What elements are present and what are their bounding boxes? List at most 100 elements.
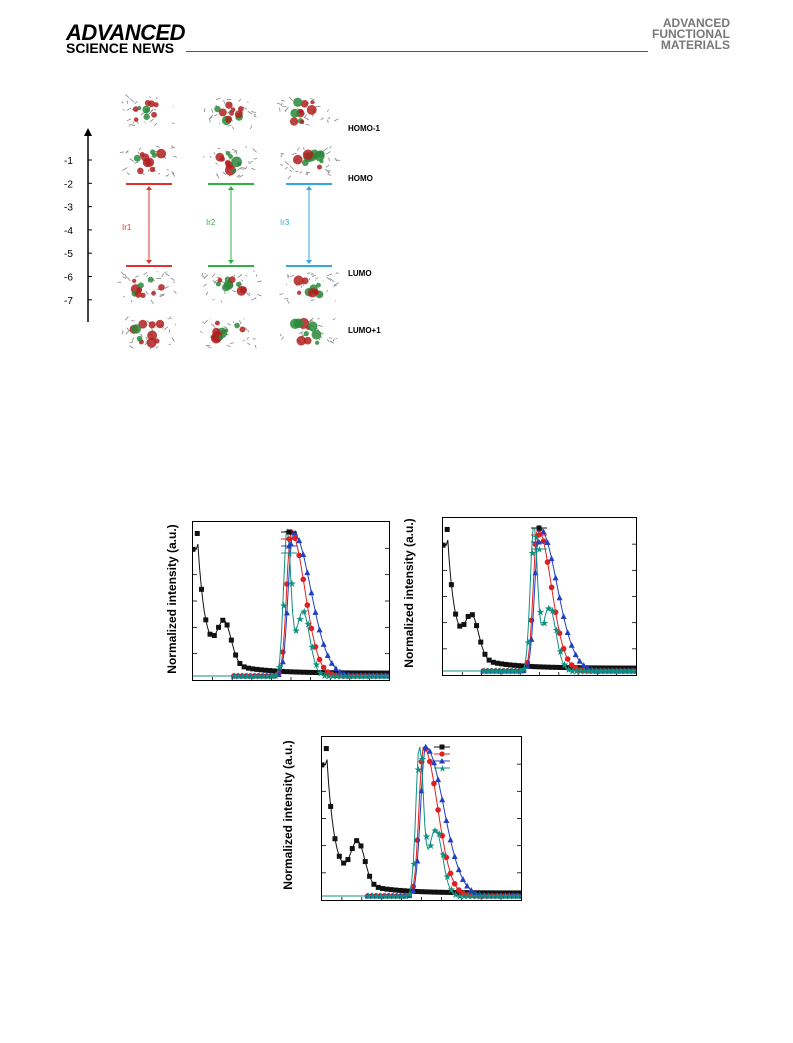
energy-tick-label: -6 [64, 273, 73, 284]
series-marker-teal: ★ [410, 859, 419, 870]
series-marker-teal: ★ [288, 579, 297, 590]
series-marker-black [625, 665, 631, 671]
series-marker-blue [328, 659, 335, 666]
series-marker-red [316, 656, 323, 663]
series-marker-red [548, 584, 555, 591]
series-marker-black [475, 890, 481, 896]
energy-axis-arrow [84, 128, 92, 136]
series-marker-teal: ★ [365, 672, 374, 681]
series-marker-teal: ★ [292, 626, 301, 637]
series-marker-black [520, 663, 526, 669]
series-marker-black [332, 836, 338, 842]
series-marker-teal: ★ [345, 672, 354, 681]
series-marker-teal: ★ [528, 549, 537, 560]
series-marker-teal: ★ [304, 620, 313, 631]
legend-marker-black [439, 744, 445, 750]
series-marker-black [479, 890, 485, 896]
series-marker-blue [556, 594, 563, 601]
series-marker-teal: ★ [386, 672, 390, 681]
series-marker-teal: ★ [496, 667, 505, 676]
series-marker-teal: ★ [230, 672, 239, 681]
series-marker-black [483, 890, 489, 896]
series-marker-black [360, 670, 366, 676]
series-marker-teal: ★ [447, 885, 456, 896]
series-marker-blue [552, 574, 559, 581]
spectrum-3-ylabel: Normalized intensity (a.u.) [281, 740, 295, 890]
series-marker-red [435, 807, 441, 813]
legend-marker-red [286, 536, 292, 542]
series-marker-teal: ★ [488, 892, 497, 901]
series-marker-blue [332, 665, 339, 672]
series-marker-black [457, 623, 463, 629]
series-marker-teal: ★ [406, 889, 415, 900]
series-marker-blue [484, 892, 491, 899]
series-marker-red [292, 535, 298, 542]
series-marker-black [314, 670, 320, 676]
series-line-black [193, 543, 389, 674]
series-marker-black [245, 665, 251, 671]
series-marker-teal: ★ [455, 891, 464, 900]
series-marker-teal: ★ [259, 672, 268, 681]
complex-label-ir2: Ir2 [206, 218, 216, 227]
series-marker-red [560, 645, 567, 652]
legend-marker-red [536, 532, 542, 538]
series-marker-black [495, 660, 501, 666]
series-marker-black [401, 888, 407, 894]
series-marker-black [503, 661, 509, 667]
series-marker-black [271, 668, 277, 674]
series-marker-teal: ★ [308, 642, 317, 653]
series-marker-teal: ★ [501, 892, 510, 901]
series-marker-teal: ★ [508, 667, 517, 676]
series-marker-teal: ★ [361, 672, 370, 681]
series-marker-black [228, 637, 234, 643]
spectrum-panel-2: ★★★★★★★★★★★★★★★★★★★★★★★★★★★★★★★★★★★★★★★★ [440, 517, 642, 678]
series-marker-teal: ★ [628, 667, 636, 676]
series-marker-blue [476, 891, 483, 897]
series-line-teal [322, 746, 521, 897]
series-marker-black [349, 846, 355, 852]
legend-marker-black [536, 525, 542, 531]
series-marker-teal: ★ [608, 667, 617, 676]
orbital-picture [121, 93, 175, 127]
legend-marker-red [439, 751, 445, 757]
series-marker-red [300, 576, 307, 583]
journal-logo-afm: ADVANCED FUNCTIONAL MATERIALS [650, 17, 730, 51]
series-marker-teal: ★ [247, 672, 256, 681]
series-marker-teal: ★ [552, 626, 561, 637]
orbital-picture [280, 317, 338, 346]
series-marker-black [414, 888, 420, 894]
gap-arrow-head [228, 260, 234, 264]
series-marker-black [488, 890, 494, 896]
series-marker-black [444, 526, 450, 532]
series-marker-teal: ★ [316, 668, 325, 679]
series-marker-teal: ★ [556, 647, 565, 658]
series-marker-blue [300, 551, 307, 558]
series-marker-black [608, 665, 614, 671]
series-marker-teal: ★ [600, 667, 609, 676]
series-marker-black [288, 669, 294, 675]
series-marker-black [465, 613, 471, 619]
series-marker-teal: ★ [234, 672, 243, 681]
series-marker-blue [584, 664, 591, 671]
series-marker-blue [353, 672, 360, 679]
series-marker-black [453, 890, 459, 896]
series-marker-black [511, 662, 517, 668]
series-marker-black [490, 659, 496, 665]
series-marker-teal: ★ [532, 533, 541, 544]
series-marker-teal: ★ [430, 826, 439, 837]
series-marker-teal: ★ [524, 638, 533, 649]
series-marker-blue [414, 857, 421, 864]
series-marker-teal: ★ [251, 672, 260, 681]
series-marker-black [620, 665, 626, 671]
series-marker-black [345, 857, 351, 863]
energy-diagram-svg: -1 -2 -3 -4 -5 -6 -7 [64, 93, 341, 350]
series-marker-teal: ★ [488, 667, 497, 676]
series-marker-blue [540, 528, 547, 535]
series-marker-teal: ★ [500, 667, 509, 676]
series-marker-blue [308, 589, 315, 596]
orbital-picture [200, 318, 257, 349]
series-marker-black [507, 662, 513, 668]
series-marker-blue [337, 668, 343, 675]
legend-marker-teal: ★ [439, 764, 447, 774]
gap-arrow-head [228, 186, 234, 190]
